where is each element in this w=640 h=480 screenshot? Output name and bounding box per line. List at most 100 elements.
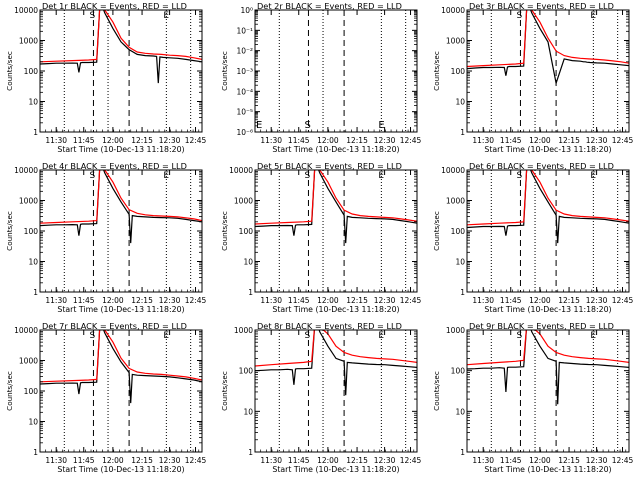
y-tick-label: 1 bbox=[460, 448, 465, 457]
y-tick-label: 10000 bbox=[441, 166, 465, 175]
series-group bbox=[467, 170, 629, 244]
x-axis-label: Start Time (10-Dec-13 11:18:20) bbox=[57, 465, 184, 474]
x-tick-label: 11:45 bbox=[288, 136, 310, 145]
marker-label: E bbox=[163, 171, 169, 181]
x-tick-label: 12:00 bbox=[317, 456, 339, 465]
y-tick-label: 10⁻⁶ bbox=[236, 128, 253, 137]
y-axis-label: Counts/sec bbox=[220, 51, 229, 91]
series-group bbox=[40, 10, 202, 84]
y-axis-label: Counts/sec bbox=[5, 371, 14, 411]
x-tick-label: 12:30 bbox=[159, 456, 181, 465]
x-tick-label: 11:30 bbox=[260, 456, 282, 465]
y-tick-label: 10 bbox=[243, 407, 253, 416]
x-tick-label: 12:15 bbox=[346, 456, 368, 465]
y-axis-label: Counts/sec bbox=[432, 211, 441, 251]
x-tick-label: 11:45 bbox=[500, 136, 522, 145]
y-tick-label: 100 bbox=[451, 227, 466, 236]
series-group bbox=[255, 170, 417, 244]
x-tick-label: 12:00 bbox=[529, 296, 551, 305]
x-tick-label: 11:30 bbox=[472, 296, 494, 305]
marker-label: E bbox=[590, 171, 596, 181]
x-tick-label: 11:30 bbox=[472, 456, 494, 465]
series-group bbox=[255, 330, 417, 396]
y-tick-label: 1 bbox=[248, 288, 253, 297]
y-tick-label: 100 bbox=[24, 387, 39, 396]
plot-frame bbox=[254, 329, 418, 453]
series-events-line bbox=[467, 170, 629, 244]
x-tick-label: 12:00 bbox=[317, 296, 339, 305]
x-tick-label: 11:45 bbox=[500, 456, 522, 465]
x-tick-label: 12:30 bbox=[374, 456, 396, 465]
marker-label: S bbox=[304, 331, 310, 341]
series-events-line bbox=[255, 330, 417, 396]
y-tick-label: 10⁰ bbox=[240, 6, 253, 15]
marker-label: E bbox=[256, 120, 262, 131]
y-axis-label: Counts/sec bbox=[5, 211, 14, 251]
x-tick-label: 11:45 bbox=[73, 136, 95, 145]
marker-label: E bbox=[590, 331, 596, 341]
y-tick-label: 10⁻⁴ bbox=[236, 87, 253, 96]
series-lld-line bbox=[40, 170, 202, 224]
plot-frame bbox=[466, 329, 630, 453]
x-tick-label: 12:30 bbox=[374, 136, 396, 145]
y-tick-label: 1000 bbox=[234, 197, 253, 206]
x-tick-label: 12:45 bbox=[185, 296, 207, 305]
x-axis-label: Start Time (10-Dec-13 11:18:20) bbox=[484, 145, 611, 154]
series-events-line bbox=[467, 10, 629, 86]
x-axis-label: Start Time (10-Dec-13 11:18:20) bbox=[272, 145, 399, 154]
y-tick-label: 1000 bbox=[446, 37, 465, 46]
panel-title: Det 9r BLACK = Events, RED = LLD bbox=[469, 321, 614, 331]
x-axis-label: Start Time (10-Dec-13 11:18:20) bbox=[57, 305, 184, 314]
y-axis-label: Counts/sec bbox=[220, 211, 229, 251]
y-tick-label: 1 bbox=[33, 448, 38, 457]
y-tick-label: 1000 bbox=[234, 326, 253, 335]
y-tick-label: 10⁻⁵ bbox=[236, 108, 253, 117]
x-tick-label: 11:30 bbox=[260, 296, 282, 305]
series-lld-line bbox=[255, 330, 417, 367]
x-tick-label: 12:15 bbox=[131, 456, 153, 465]
y-tick-label: 1 bbox=[33, 288, 38, 297]
y-tick-label: 1 bbox=[248, 448, 253, 457]
x-tick-label: 12:00 bbox=[102, 136, 124, 145]
y-tick-label: 100 bbox=[239, 227, 254, 236]
panel-title: Det 5r BLACK = Events, RED = LLD bbox=[257, 161, 402, 171]
marker-label: S bbox=[516, 11, 522, 21]
series-group bbox=[467, 330, 629, 405]
series-group bbox=[40, 170, 202, 244]
y-tick-label: 100 bbox=[239, 367, 254, 376]
y-tick-label: 1 bbox=[33, 128, 38, 137]
y-tick-label: 1 bbox=[460, 128, 465, 137]
x-tick-label: 11:45 bbox=[500, 296, 522, 305]
x-tick-label: 12:45 bbox=[400, 456, 422, 465]
marker-label: E bbox=[378, 171, 384, 181]
y-tick-label: 10 bbox=[243, 258, 253, 267]
x-tick-label: 12:30 bbox=[159, 296, 181, 305]
series-group bbox=[467, 10, 629, 86]
y-axis-label: Counts/sec bbox=[432, 371, 441, 411]
y-axis-label: Counts/sec bbox=[432, 51, 441, 91]
marker-label: E bbox=[378, 120, 384, 131]
series-lld-line bbox=[467, 170, 629, 226]
series-events-line bbox=[40, 170, 202, 244]
marker-label: E bbox=[163, 11, 169, 21]
panel-title: Det 4r BLACK = Events, RED = LLD bbox=[42, 161, 187, 171]
x-tick-label: 12:00 bbox=[102, 296, 124, 305]
y-tick-label: 100 bbox=[451, 67, 466, 76]
x-tick-label: 12:15 bbox=[131, 296, 153, 305]
y-tick-label: 1000 bbox=[446, 197, 465, 206]
panel-title: Det 7r BLACK = Events, RED = LLD bbox=[42, 321, 187, 331]
x-tick-label: 11:30 bbox=[260, 136, 282, 145]
marker-label: E bbox=[163, 331, 169, 341]
y-tick-label: 10000 bbox=[441, 6, 465, 15]
x-axis-label: Start Time (10-Dec-13 11:18:20) bbox=[272, 305, 399, 314]
x-axis-label: Start Time (10-Dec-13 11:18:20) bbox=[272, 465, 399, 474]
marker-label: S bbox=[304, 171, 310, 181]
x-tick-label: 11:30 bbox=[45, 296, 67, 305]
panel-title: Det 8r BLACK = Events, RED = LLD bbox=[257, 321, 402, 331]
y-tick-label: 10000 bbox=[14, 166, 38, 175]
panel-title: Det 2r BLACK = Events, RED = LLD bbox=[257, 1, 402, 11]
